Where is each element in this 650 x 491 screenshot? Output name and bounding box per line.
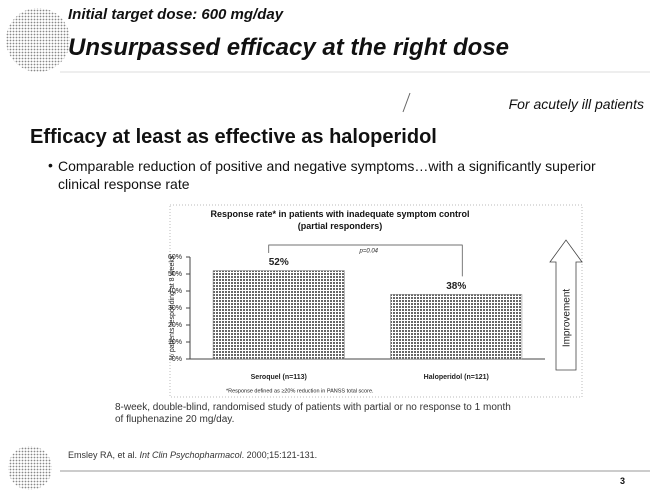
bar <box>212 270 345 360</box>
reference-journal: Int Clin Psychopharmacol <box>139 450 242 460</box>
tag-slash <box>402 92 411 113</box>
y-tick-label: 50% <box>168 271 182 278</box>
p-value: p=0.04 <box>359 249 379 255</box>
decor-dots <box>8 446 52 490</box>
heading: Efficacy at least as effective as halope… <box>30 126 437 148</box>
caption: 8-week, double-blind, randomised study o… <box>115 402 511 425</box>
reference-text: . 2000;15:121-131. <box>241 450 318 460</box>
y-tick-label: 60% <box>168 254 182 261</box>
arrow-label: Improvement <box>562 289 573 348</box>
bar <box>390 294 523 360</box>
value-label: 52% <box>269 257 289 268</box>
y-tick-label: 0% <box>172 356 182 363</box>
page-number: 3 <box>620 476 626 486</box>
footnote: *Response defined as ≥20% reduction in P… <box>226 388 374 394</box>
y-tick-label: 20% <box>168 322 182 329</box>
significance-bracket <box>268 244 463 277</box>
y-axis-label: % patients responding at 8 weeks <box>169 255 176 360</box>
x-tick-label: Seroquel (n=113) <box>251 374 307 381</box>
chart: 0% 10% 20% 30% 40% 50% 60%% patients respondin… <box>168 239 583 394</box>
value-label: 38% <box>446 281 466 292</box>
tag: For acutely ill patients <box>508 96 644 112</box>
x-tick-label: Haloperidol (n=121) <box>424 374 489 381</box>
bullet-text: Comparable reduction of positive and neg… <box>58 158 596 192</box>
chart-title: Response rate* in patients with inadequa… <box>210 209 470 231</box>
kicker: Initial target dose: 600 mg/day <box>68 6 284 23</box>
reference: Emsley RA, et al. Int Clin Psychopharmac… <box>68 450 317 460</box>
y-tick-label: 40% <box>168 288 182 295</box>
y-tick-label: 30% <box>168 305 182 312</box>
improvement-arrow <box>549 239 583 371</box>
y-tick-label: 10% <box>168 339 182 346</box>
chart-frame <box>169 204 583 398</box>
bullet-dot: • <box>48 157 53 173</box>
reference-text: Emsley RA, et al. <box>68 450 140 460</box>
decor-dots <box>6 8 70 72</box>
title: Unsurpassed efficacy at the right dose <box>68 34 510 61</box>
